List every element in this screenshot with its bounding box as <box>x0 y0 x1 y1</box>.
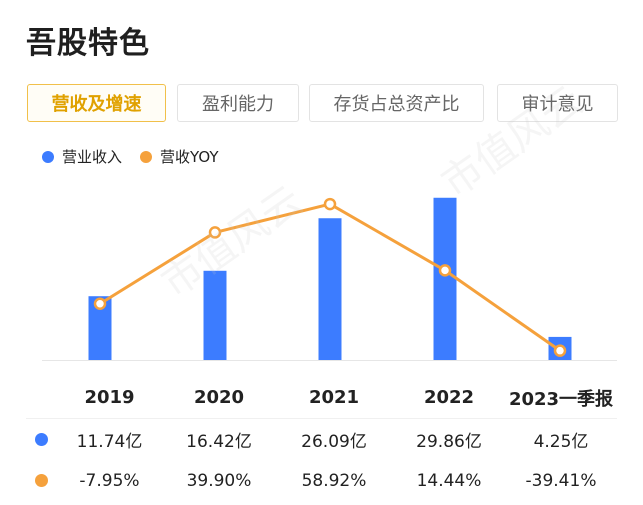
tab-profitability[interactable]: 盈利能力 <box>177 84 299 122</box>
table-cell: 4.25亿 <box>533 432 589 452</box>
yoy-point-2021[interactable] <box>323 197 337 211</box>
chart-plot <box>42 197 617 361</box>
page-title: 吾股特色 <box>26 26 150 61</box>
table-cell: 11.74亿 <box>76 432 143 452</box>
yoy-point-2023一季报[interactable] <box>553 344 567 357</box>
table-row-revenue: 11.74亿 16.42亿 26.09亿 29.86亿 4.25亿 <box>26 419 617 460</box>
tab-audit-opinion[interactable]: 审计意见 <box>497 84 618 122</box>
table-cell: -7.95% <box>79 470 140 491</box>
revenue-series-dot <box>34 433 48 446</box>
legend-item-revenue[interactable]: 营业收入 <box>42 146 122 167</box>
data-table: 2019 2020 2021 2022 2023一季报 11.74亿 16.42… <box>26 377 617 501</box>
tab-revenue-growth[interactable]: 营收及增速 <box>27 84 166 122</box>
table-cell: 58.92% <box>301 470 367 491</box>
table-header-row: 2019 2020 2021 2022 2023一季报 <box>26 377 617 419</box>
column-header: 2022 <box>423 387 475 408</box>
yoy-point-2020[interactable] <box>208 226 222 239</box>
chart-legend: 营业收入 营收YOY <box>42 146 237 167</box>
column-header: 2019 <box>84 387 135 408</box>
yoy-point-2019[interactable] <box>93 297 107 311</box>
table-cell: 14.44% <box>416 470 482 491</box>
bar-2019[interactable] <box>88 296 112 360</box>
yoy-point-2022[interactable] <box>438 264 452 277</box>
table-cell: 26.09亿 <box>301 432 367 452</box>
legend-dot-yoy <box>140 150 153 163</box>
legend-dot-revenue <box>42 150 54 163</box>
column-header: 2023一季报 <box>508 388 614 410</box>
bar-2020[interactable] <box>203 270 227 360</box>
table-cell: -39.41% <box>525 470 597 491</box>
legend-label-yoy: 营收YOY <box>160 148 219 166</box>
table-cell: 29.86亿 <box>416 432 482 452</box>
yoy-series-dot <box>34 474 48 487</box>
table-row-yoy: -7.95% 39.90% 58.92% 14.44% -39.41% <box>26 460 617 501</box>
bar-2022[interactable] <box>433 197 457 360</box>
legend-item-yoy[interactable]: 营收YOY <box>140 146 219 167</box>
column-header: 2021 <box>308 387 360 408</box>
legend-label-revenue: 营业收入 <box>62 148 123 166</box>
table-cell: 39.90% <box>186 470 252 491</box>
tab-inventory-ratio[interactable]: 存货占总资产比 <box>309 84 484 122</box>
table-cell: 16.42亿 <box>186 432 252 452</box>
bar-2021[interactable] <box>318 218 342 360</box>
column-header: 2020 <box>193 387 245 408</box>
